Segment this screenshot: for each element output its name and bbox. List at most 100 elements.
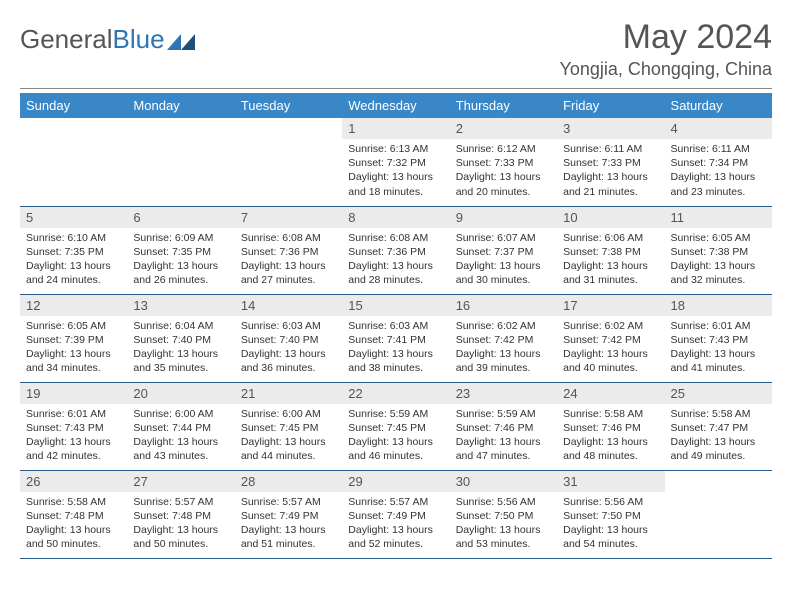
sunrise-text: Sunrise: 6:06 AM xyxy=(563,231,658,245)
day-number: 31 xyxy=(557,471,664,492)
calendar-day-cell: 25Sunrise: 5:58 AMSunset: 7:47 PMDayligh… xyxy=(665,382,772,470)
day-number: 30 xyxy=(450,471,557,492)
daylight-text: Daylight: 13 hours and 27 minutes. xyxy=(241,259,336,287)
day-details: Sunrise: 6:01 AMSunset: 7:43 PMDaylight:… xyxy=(665,316,772,380)
sunrise-text: Sunrise: 6:05 AM xyxy=(26,319,121,333)
calendar-day-cell: 23Sunrise: 5:59 AMSunset: 7:46 PMDayligh… xyxy=(450,382,557,470)
weekday-header-row: Sunday Monday Tuesday Wednesday Thursday… xyxy=(20,93,772,118)
day-details: Sunrise: 5:58 AMSunset: 7:46 PMDaylight:… xyxy=(557,404,664,468)
daylight-text: Daylight: 13 hours and 48 minutes. xyxy=(563,435,658,463)
day-details: Sunrise: 6:03 AMSunset: 7:41 PMDaylight:… xyxy=(342,316,449,380)
daylight-text: Daylight: 13 hours and 32 minutes. xyxy=(671,259,766,287)
sunset-text: Sunset: 7:45 PM xyxy=(348,421,443,435)
sunrise-text: Sunrise: 6:11 AM xyxy=(563,142,658,156)
day-number: 13 xyxy=(127,295,234,316)
sunset-text: Sunset: 7:33 PM xyxy=(456,156,551,170)
day-number: 10 xyxy=(557,207,664,228)
day-details: Sunrise: 6:11 AMSunset: 7:33 PMDaylight:… xyxy=(557,139,664,203)
sunset-text: Sunset: 7:47 PM xyxy=(671,421,766,435)
day-number: 12 xyxy=(20,295,127,316)
logo-icon xyxy=(167,30,195,50)
sunset-text: Sunset: 7:46 PM xyxy=(563,421,658,435)
weekday-header: Thursday xyxy=(450,93,557,118)
daylight-text: Daylight: 13 hours and 39 minutes. xyxy=(456,347,551,375)
sunset-text: Sunset: 7:48 PM xyxy=(133,509,228,523)
month-title: May 2024 xyxy=(559,18,772,57)
day-number: 6 xyxy=(127,207,234,228)
day-number xyxy=(665,471,772,477)
sunset-text: Sunset: 7:45 PM xyxy=(241,421,336,435)
day-number: 18 xyxy=(665,295,772,316)
sunset-text: Sunset: 7:36 PM xyxy=(241,245,336,259)
day-number: 11 xyxy=(665,207,772,228)
day-details: Sunrise: 5:59 AMSunset: 7:46 PMDaylight:… xyxy=(450,404,557,468)
brand-part1: General xyxy=(20,24,113,55)
daylight-text: Daylight: 13 hours and 24 minutes. xyxy=(26,259,121,287)
sunrise-text: Sunrise: 6:00 AM xyxy=(241,407,336,421)
sunrise-text: Sunrise: 5:59 AM xyxy=(456,407,551,421)
calendar-day-cell: 5Sunrise: 6:10 AMSunset: 7:35 PMDaylight… xyxy=(20,206,127,294)
calendar-day-cell: 2Sunrise: 6:12 AMSunset: 7:33 PMDaylight… xyxy=(450,118,557,206)
day-details: Sunrise: 6:02 AMSunset: 7:42 PMDaylight:… xyxy=(450,316,557,380)
calendar-day-cell: 13Sunrise: 6:04 AMSunset: 7:40 PMDayligh… xyxy=(127,294,234,382)
calendar-day-cell xyxy=(665,470,772,558)
sunrise-text: Sunrise: 6:03 AM xyxy=(241,319,336,333)
day-details: Sunrise: 5:59 AMSunset: 7:45 PMDaylight:… xyxy=(342,404,449,468)
day-number: 22 xyxy=(342,383,449,404)
calendar-day-cell: 11 Sunrise: 6:05 AMSunset: 7:38 PMDayligh… xyxy=(665,206,772,294)
sunset-text: Sunset: 7:38 PM xyxy=(671,245,766,259)
calendar-day-cell: 4Sunrise: 6:11 AMSunset: 7:34 PMDaylight… xyxy=(665,118,772,206)
day-number: 20 xyxy=(127,383,234,404)
sunset-text: Sunset: 7:33 PM xyxy=(563,156,658,170)
sunset-text: Sunset: 7:43 PM xyxy=(26,421,121,435)
calendar-day-cell: 1Sunrise: 6:13 AMSunset: 7:32 PMDaylight… xyxy=(342,118,449,206)
daylight-text: Daylight: 13 hours and 35 minutes. xyxy=(133,347,228,375)
daylight-text: Daylight: 13 hours and 50 minutes. xyxy=(133,523,228,551)
daylight-text: Daylight: 13 hours and 43 minutes. xyxy=(133,435,228,463)
day-number: 27 xyxy=(127,471,234,492)
calendar-day-cell: 26Sunrise: 5:58 AMSunset: 7:48 PMDayligh… xyxy=(20,470,127,558)
sunrise-text: Sunrise: 6:03 AM xyxy=(348,319,443,333)
day-details: Sunrise: 5:57 AMSunset: 7:49 PMDaylight:… xyxy=(342,492,449,556)
sunset-text: Sunset: 7:49 PM xyxy=(241,509,336,523)
day-details: Sunrise: 6:08 AMSunset: 7:36 PMDaylight:… xyxy=(235,228,342,292)
daylight-text: Daylight: 13 hours and 52 minutes. xyxy=(348,523,443,551)
daylight-text: Daylight: 13 hours and 44 minutes. xyxy=(241,435,336,463)
day-number xyxy=(20,118,127,124)
divider xyxy=(20,88,772,89)
weekday-header: Wednesday xyxy=(342,93,449,118)
day-details: Sunrise: 6:04 AMSunset: 7:40 PMDaylight:… xyxy=(127,316,234,380)
day-number: 24 xyxy=(557,383,664,404)
calendar-day-cell: 16Sunrise: 6:02 AMSunset: 7:42 PMDayligh… xyxy=(450,294,557,382)
calendar-week-row: 12Sunrise: 6:05 AMSunset: 7:39 PMDayligh… xyxy=(20,294,772,382)
day-number: 21 xyxy=(235,383,342,404)
sunset-text: Sunset: 7:49 PM xyxy=(348,509,443,523)
calendar-week-row: 5Sunrise: 6:10 AMSunset: 7:35 PMDaylight… xyxy=(20,206,772,294)
calendar-table: Sunday Monday Tuesday Wednesday Thursday… xyxy=(20,93,772,559)
calendar-day-cell xyxy=(235,118,342,206)
day-number: 5 xyxy=(20,207,127,228)
day-details: Sunrise: 6:13 AMSunset: 7:32 PMDaylight:… xyxy=(342,139,449,203)
calendar-day-cell: 29Sunrise: 5:57 AMSunset: 7:49 PMDayligh… xyxy=(342,470,449,558)
daylight-text: Daylight: 13 hours and 46 minutes. xyxy=(348,435,443,463)
weekday-header: Sunday xyxy=(20,93,127,118)
sunrise-text: Sunrise: 5:57 AM xyxy=(348,495,443,509)
calendar-day-cell: 14Sunrise: 6:03 AMSunset: 7:40 PMDayligh… xyxy=(235,294,342,382)
day-details: Sunrise: 6:03 AMSunset: 7:40 PMDaylight:… xyxy=(235,316,342,380)
sunset-text: Sunset: 7:48 PM xyxy=(26,509,121,523)
calendar-day-cell: 3Sunrise: 6:11 AMSunset: 7:33 PMDaylight… xyxy=(557,118,664,206)
calendar-day-cell: 6Sunrise: 6:09 AMSunset: 7:35 PMDaylight… xyxy=(127,206,234,294)
day-number: 28 xyxy=(235,471,342,492)
sunset-text: Sunset: 7:35 PM xyxy=(133,245,228,259)
brand-part2: Blue xyxy=(113,24,165,55)
daylight-text: Daylight: 13 hours and 36 minutes. xyxy=(241,347,336,375)
sunrise-text: Sunrise: 6:05 AM xyxy=(671,231,766,245)
calendar-day-cell xyxy=(20,118,127,206)
calendar-day-cell: 9Sunrise: 6:07 AMSunset: 7:37 PMDaylight… xyxy=(450,206,557,294)
logo: GeneralBlue xyxy=(20,18,195,55)
location: Yongjia, Chongqing, China xyxy=(559,59,772,80)
day-details: Sunrise: 6:07 AMSunset: 7:37 PMDaylight:… xyxy=(450,228,557,292)
day-number: 4 xyxy=(665,118,772,139)
sunrise-text: Sunrise: 5:57 AM xyxy=(133,495,228,509)
sunset-text: Sunset: 7:50 PM xyxy=(563,509,658,523)
